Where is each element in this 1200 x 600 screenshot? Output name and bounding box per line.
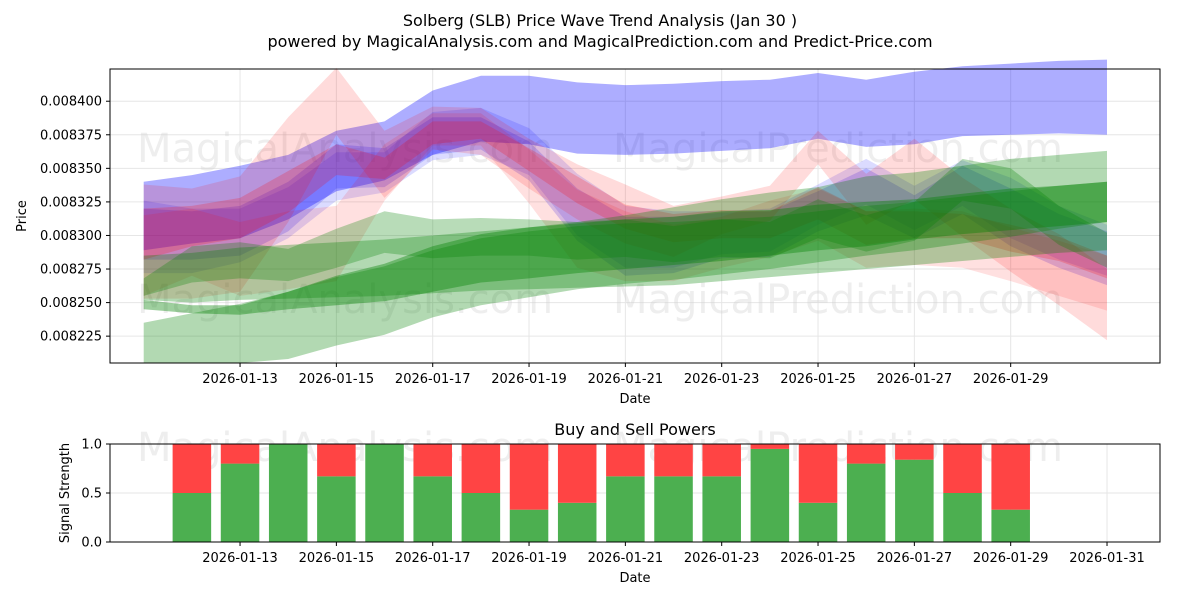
power-y-ticks: 0.0 0.5 1.0: [81, 438, 110, 551]
sell-bar: [220, 444, 260, 464]
sell-bar: [509, 444, 549, 510]
price-y-ticks: 0.008400 0.008375 0.008350 0.008325 0.008300…: [40, 95, 110, 345]
power-bars: [172, 444, 1030, 542]
price-y-tick-label: 0.008375: [40, 128, 102, 143]
band-blue-wave-wide: [143, 59, 1107, 251]
watermark-right-bottom: MagicalPrediction.com: [613, 277, 1063, 323]
band-red-wave-3: [143, 121, 1107, 279]
power-x-label: Date: [619, 571, 650, 586]
band-red-wave-2: [143, 113, 1107, 311]
power-y-tick-label: 1.0: [81, 438, 102, 453]
watermark-left-bottom: MagicalAnalysis.com: [137, 277, 553, 323]
power-x-tick-label: 2026-01-19: [491, 551, 567, 566]
buy-bar: [220, 463, 260, 542]
sell-bar: [317, 444, 356, 477]
sell-bar: [172, 444, 212, 493]
buy-bar: [846, 463, 886, 542]
price-x-tick-label: 2026-01-27: [877, 372, 953, 387]
buy-bar: [654, 476, 693, 542]
price-plot-frame: [109, 68, 1161, 364]
buy-bar: [172, 493, 212, 542]
buy-bar: [557, 502, 597, 542]
power-title: Buy and Sell Powers: [554, 420, 716, 439]
band-blue-wave-2: [143, 107, 1107, 276]
buy-bar: [991, 509, 1030, 542]
band-green-wave-wide-1: [143, 150, 1107, 303]
band-blue-wave-1: [143, 117, 1107, 286]
power-x-tick-label: 2026-01-25: [780, 551, 856, 566]
sell-bar: [413, 444, 452, 477]
watermark-right-top: MagicalPrediction.com: [613, 126, 1063, 172]
price-x-tick-label: 2026-01-15: [299, 372, 375, 387]
power-x-tick-label: 2026-01-23: [684, 551, 760, 566]
band-green-wave-dark: [143, 181, 1107, 315]
buy-bar: [365, 444, 404, 542]
buy-bar: [943, 493, 982, 542]
price-bands: [143, 59, 1107, 363]
power-y-label: Signal Strength: [58, 443, 73, 543]
chart-title: Solberg (SLB) Price Wave Trend Analysis …: [403, 11, 797, 30]
sell-bar: [798, 444, 838, 503]
price-grid: [110, 69, 1160, 363]
chart-subtitle: powered by MagicalAnalysis.com and Magic…: [267, 32, 932, 51]
buy-bar: [461, 493, 501, 542]
price-x-tick-label: 2026-01-25: [780, 372, 856, 387]
power-x-tick-label: 2026-01-29: [973, 551, 1049, 566]
price-x-tick-label: 2026-01-29: [973, 372, 1049, 387]
price-y-tick-label: 0.008350: [40, 162, 102, 177]
buy-bar: [317, 476, 356, 542]
price-y-tick-label: 0.008250: [40, 296, 102, 311]
band-red-wave-1: [143, 67, 1107, 341]
buy-bar: [702, 476, 741, 542]
power-x-ticks: 2026-01-13 2026-01-15 2026-01-17 2026-01-19…: [202, 542, 1145, 566]
price-x-tick-label: 2026-01-17: [395, 372, 471, 387]
sell-bar: [943, 444, 982, 493]
buy-bar: [413, 476, 452, 542]
price-y-tick-label: 0.008300: [40, 229, 102, 244]
power-x-tick-label: 2026-01-27: [877, 551, 953, 566]
power-x-tick-label: 2026-01-21: [588, 551, 664, 566]
buy-bar: [606, 476, 645, 542]
price-x-tick-label: 2026-01-21: [588, 372, 664, 387]
price-y-tick-label: 0.008225: [40, 330, 102, 345]
buy-bar: [268, 444, 308, 542]
power-x-tick-label: 2026-01-31: [1069, 551, 1145, 566]
price-x-tick-label: 2026-01-23: [684, 372, 760, 387]
power-y-tick-label: 0.0: [81, 536, 102, 551]
band-green-wave-wide-2: [143, 181, 1107, 363]
sell-bar: [750, 444, 790, 449]
band-green-wave-wiggle: [143, 158, 1107, 296]
sell-bar: [461, 444, 501, 493]
price-watermarks: MagicalAnalysis.com MagicalPrediction.co…: [137, 126, 1063, 323]
buy-bar: [750, 448, 790, 542]
price-x-tick-label: 2026-01-19: [491, 372, 567, 387]
sell-bar: [606, 444, 645, 477]
power-y-tick-label: 0.5: [81, 487, 102, 502]
price-y-tick-label: 0.008275: [40, 263, 102, 278]
sell-bar: [991, 444, 1030, 510]
price-plot: MagicalAnalysis.com MagicalPrediction.co…: [15, 59, 1161, 407]
power-x-tick-label: 2026-01-13: [202, 551, 278, 566]
sell-bar: [895, 444, 934, 460]
sell-bar: [702, 444, 741, 477]
buy-bar: [895, 459, 934, 542]
sell-bar: [557, 444, 597, 503]
sell-bar: [846, 444, 886, 464]
power-x-tick-label: 2026-01-17: [395, 551, 471, 566]
power-plot: Buy and Sell Powers MagicalAnalysis.com …: [58, 420, 1161, 586]
price-y-label: Price: [15, 200, 30, 232]
price-y-tick-label: 0.008325: [40, 195, 102, 210]
buy-bar: [798, 502, 838, 542]
buy-bar: [509, 509, 549, 542]
watermark-left-top: MagicalAnalysis.com: [137, 126, 553, 172]
price-y-tick-label: 0.008400: [40, 95, 102, 110]
price-x-ticks: 2026-01-13 2026-01-15 2026-01-17 2026-01-19…: [202, 363, 1048, 387]
power-x-tick-label: 2026-01-15: [299, 551, 375, 566]
price-x-tick-label: 2026-01-13: [202, 372, 278, 387]
sell-bar: [654, 444, 693, 477]
price-x-label: Date: [619, 392, 650, 407]
